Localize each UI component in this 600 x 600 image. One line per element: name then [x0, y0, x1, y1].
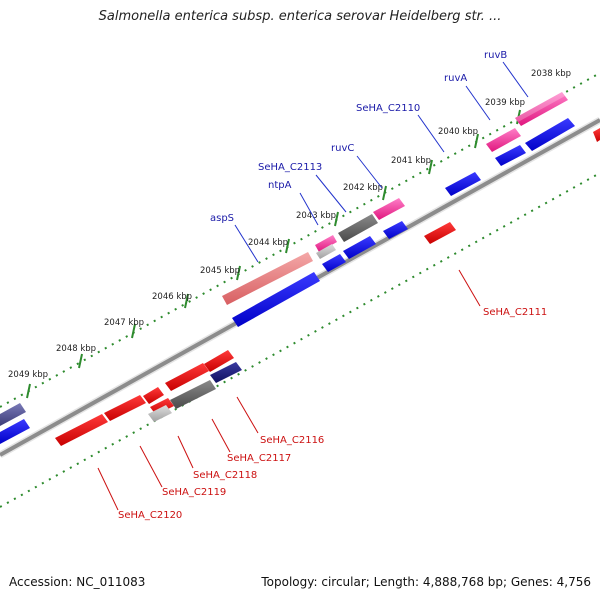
- gene-label-SeHA_C2120[interactable]: SeHA_C2120: [118, 510, 182, 521]
- scale-label: 2043 kbp: [296, 211, 336, 221]
- gene-purple[interactable]: [0, 403, 26, 426]
- gene-pink-ruvB[interactable]: [515, 92, 568, 126]
- gene-grey-ntpA[interactable]: [338, 214, 378, 242]
- map-title: Salmonella enterica subsp. enterica sero…: [98, 9, 502, 24]
- scale-label: 2041 kbp: [391, 156, 431, 166]
- gene-red-SeHA_C2111[interactable]: [424, 222, 456, 244]
- gene-blue[interactable]: [495, 145, 526, 166]
- scale-label: 2039 kbp: [485, 98, 525, 108]
- bottom-leader-lines: [97, 269, 481, 511]
- gene-blue[interactable]: [445, 172, 481, 196]
- gene-blue[interactable]: [232, 272, 320, 327]
- gene-label-SeHA_C2113[interactable]: SeHA_C2113: [258, 162, 322, 173]
- gene-red-edge[interactable]: [593, 128, 600, 142]
- gene-red[interactable]: [204, 350, 234, 372]
- gene-label-SeHA_C2117[interactable]: SeHA_C2117: [227, 453, 291, 464]
- scale-label: 2042 kbp: [343, 183, 383, 193]
- gene-red-SeHA_C2120[interactable]: [55, 414, 108, 446]
- gene-label-aspS[interactable]: aspS: [210, 213, 234, 224]
- gene-blue[interactable]: [0, 419, 30, 444]
- scale-label: 2046 kbp: [152, 292, 192, 302]
- gene-blue[interactable]: [343, 236, 376, 259]
- gene-red[interactable]: [165, 363, 209, 391]
- scale-label: 2038 kbp: [531, 69, 571, 79]
- scale-label: 2049 kbp: [8, 370, 48, 380]
- gene-blue[interactable]: [383, 221, 408, 239]
- gene-grey-SeHA_C2117[interactable]: [170, 380, 216, 409]
- gene-red-SeHA_C2119[interactable]: [104, 395, 146, 421]
- gene-blue[interactable]: [525, 118, 575, 151]
- gene-pink-small[interactable]: [373, 198, 405, 220]
- gene-pink-ruvA[interactable]: [486, 128, 521, 152]
- gene-label-SeHA_C2119[interactable]: SeHA_C2119: [162, 487, 226, 498]
- gene-label-SeHA_C2110[interactable]: SeHA_C2110: [356, 103, 420, 114]
- genome-summary: Topology: circular; Length: 4,888,768 bp…: [261, 575, 591, 589]
- scale-label: 2048 kbp: [56, 344, 96, 354]
- scale-label: 2047 kbp: [104, 318, 144, 328]
- gene-red[interactable]: [143, 387, 164, 404]
- accession-label: Accession: NC_011083: [9, 575, 146, 589]
- gene-pink-tiny[interactable]: [315, 235, 337, 252]
- gene-label-SeHA_C2111[interactable]: SeHA_C2111: [483, 307, 547, 318]
- gene-label-ntpA[interactable]: ntpA: [268, 180, 292, 191]
- scale-label: 2040 kbp: [438, 127, 478, 137]
- genome-map: 2038 kbp 2039 kbp 2040 kbp 2041 kbp 2042…: [0, 50, 600, 521]
- gene-label-SeHA_C2116[interactable]: SeHA_C2116: [260, 435, 324, 446]
- gene-blue[interactable]: [322, 254, 346, 272]
- inner-scale-track: [0, 172, 600, 508]
- gene-label-ruvA[interactable]: ruvA: [444, 73, 467, 84]
- gene-navy-SeHA_C2116[interactable]: [210, 362, 242, 383]
- gene-light-SeHA_C2119[interactable]: [148, 405, 172, 422]
- scale-label: 2045 kbp: [200, 266, 240, 276]
- top-leader-lines: [234, 61, 529, 263]
- gene-label-SeHA_C2118[interactable]: SeHA_C2118: [193, 470, 257, 481]
- scale-label: 2044 kbp: [248, 238, 288, 248]
- gene-light-tiny[interactable]: [316, 244, 336, 259]
- gene-label-ruvB[interactable]: ruvB: [484, 50, 507, 61]
- gene-salmon-aspS[interactable]: [222, 252, 313, 305]
- outer-scale-track: [0, 72, 600, 408]
- gene-label-ruvC[interactable]: ruvC: [331, 143, 354, 154]
